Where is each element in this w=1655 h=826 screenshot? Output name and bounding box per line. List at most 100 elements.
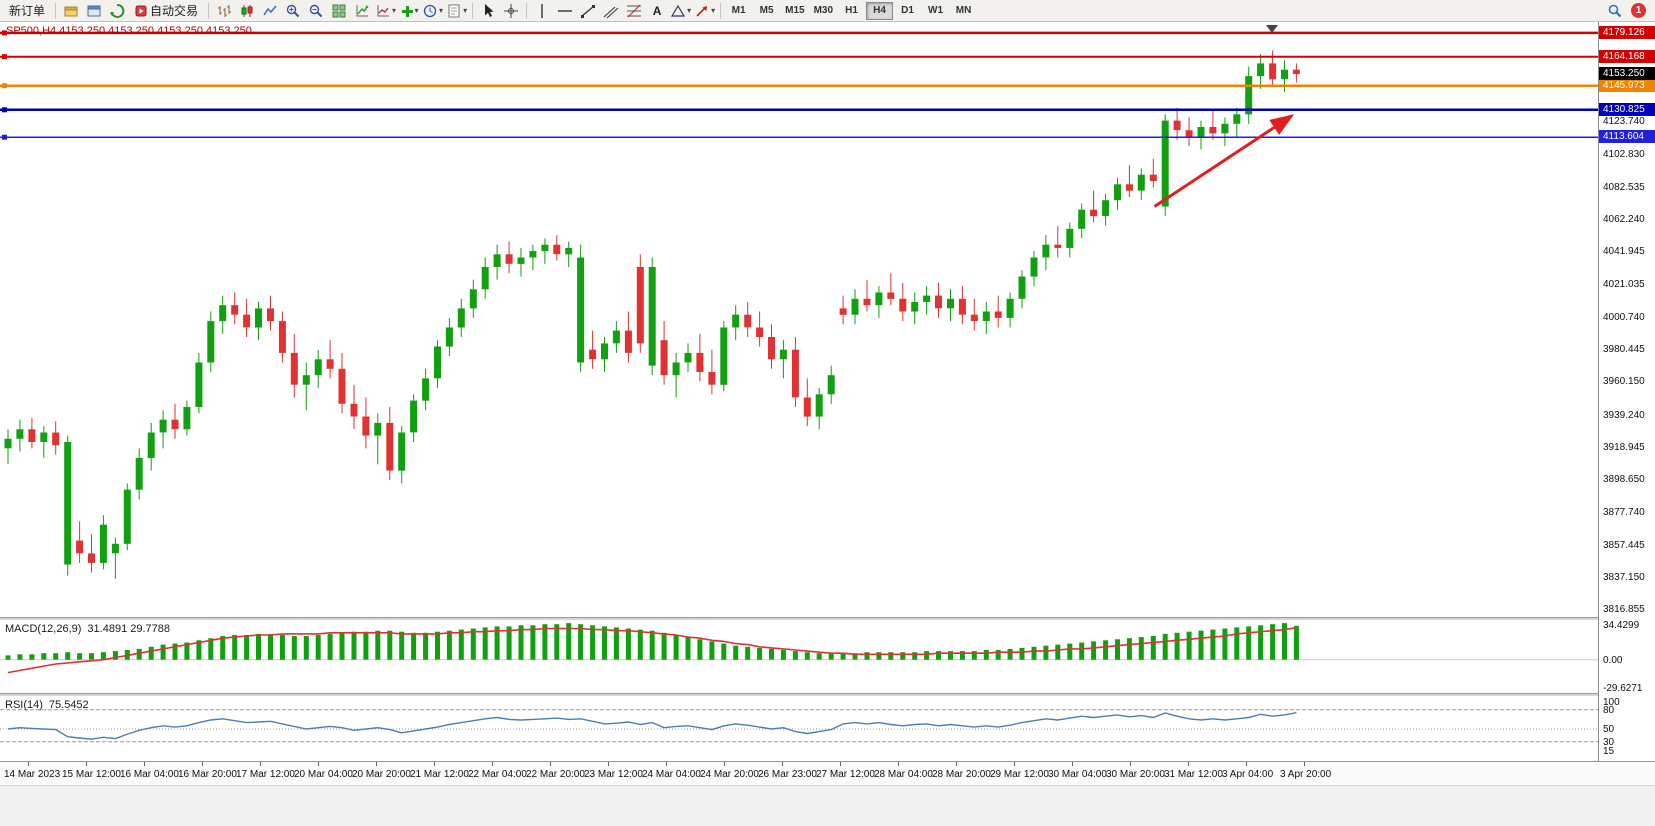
rsi-panel[interactable] bbox=[0, 697, 1598, 761]
macd-values: 31.4891 29.7788 bbox=[87, 623, 171, 635]
macd-bar bbox=[1293, 625, 1299, 660]
horizontal-line-icon bbox=[558, 9, 573, 12]
horizontal-price-lines[interactable] bbox=[0, 30, 1598, 140]
autotrading-button[interactable]: 自动交易 bbox=[129, 1, 204, 21]
macd-histogram bbox=[5, 623, 1299, 660]
timeframe-mn[interactable]: MN bbox=[955, 5, 972, 16]
timeframe-m5[interactable]: M5 bbox=[759, 5, 774, 16]
horizontal-line-button[interactable] bbox=[554, 1, 576, 21]
periods-button[interactable]: ▾ bbox=[421, 1, 444, 21]
candle-body bbox=[505, 254, 513, 264]
macd-bar bbox=[351, 631, 357, 660]
data-window-button[interactable] bbox=[83, 1, 105, 21]
main-chart-panel[interactable] bbox=[0, 22, 1598, 617]
timeframe-m1[interactable]: M1 bbox=[731, 5, 746, 16]
candle-body bbox=[1114, 184, 1121, 201]
fibonacci-button[interactable] bbox=[623, 1, 645, 21]
add-chart-button[interactable]: ▾ bbox=[398, 1, 420, 21]
candlestick-chart-button[interactable] bbox=[236, 1, 258, 21]
candle-body bbox=[1245, 76, 1253, 115]
trend-arrow[interactable] bbox=[1153, 114, 1295, 208]
macd-bar bbox=[327, 633, 333, 660]
macd-bar bbox=[112, 651, 118, 660]
line-chart-button[interactable] bbox=[259, 1, 281, 21]
macd-bar bbox=[89, 653, 94, 660]
line-handle[interactable] bbox=[2, 30, 7, 36]
crosshair-button[interactable] bbox=[500, 1, 522, 21]
timeframe-w1[interactable]: W1 bbox=[928, 5, 944, 16]
time-tick bbox=[898, 762, 899, 766]
zoom-in-icon bbox=[286, 4, 300, 17]
chart-ohlc-title: SP500,H4 4153.250 4153.250 4153.250 4153… bbox=[6, 25, 252, 37]
macd-bar bbox=[1162, 633, 1168, 660]
zoom-out-button[interactable] bbox=[305, 1, 327, 21]
vertical-line-button[interactable] bbox=[531, 1, 553, 21]
candle-body bbox=[1292, 69, 1300, 75]
bar-chart-icon bbox=[218, 4, 232, 17]
candle-body bbox=[899, 298, 907, 312]
shapes-button[interactable]: ▾ bbox=[669, 1, 692, 21]
macd-panel[interactable] bbox=[0, 621, 1598, 693]
indicators-button[interactable] bbox=[351, 1, 373, 21]
zoom-in-button[interactable] bbox=[282, 1, 304, 21]
macd-bar bbox=[1282, 623, 1287, 660]
trendline-button[interactable] bbox=[577, 1, 599, 21]
candle-body bbox=[40, 432, 48, 442]
price-grid-label: 4082.535 bbox=[1603, 181, 1645, 193]
caret-icon: ▾ bbox=[392, 5, 397, 15]
macd-bar bbox=[41, 653, 47, 660]
arrows-tool-button[interactable]: ▾ bbox=[693, 1, 716, 21]
caret-icon: ▾ bbox=[711, 5, 716, 15]
line-handle[interactable] bbox=[2, 54, 7, 60]
notification-badge[interactable]: 1 bbox=[1631, 3, 1646, 18]
time-label: 15 Mar 12:00 bbox=[62, 769, 121, 780]
macd-bar bbox=[100, 652, 106, 660]
macd-bar bbox=[375, 630, 381, 660]
tile-windows-button[interactable] bbox=[328, 1, 350, 21]
candle-body bbox=[601, 343, 608, 360]
macd-bar bbox=[53, 653, 59, 660]
chart-shift-marker[interactable] bbox=[1266, 25, 1278, 33]
toolbar-separator bbox=[208, 2, 210, 19]
bar-chart-button[interactable] bbox=[213, 1, 235, 21]
line-handle[interactable] bbox=[2, 83, 7, 89]
search-icon bbox=[1608, 4, 1622, 17]
timeframe-m30[interactable]: M30 bbox=[813, 5, 834, 16]
candle-body bbox=[636, 267, 644, 344]
panel-splitter[interactable] bbox=[0, 693, 1655, 697]
macd-bar bbox=[303, 636, 309, 660]
timeframe-h1[interactable]: H1 bbox=[845, 5, 858, 16]
search-button[interactable] bbox=[1604, 1, 1626, 21]
channel-button[interactable] bbox=[600, 1, 622, 21]
cursor-button[interactable] bbox=[477, 1, 499, 21]
price-grid-label: 4000.740 bbox=[1603, 311, 1645, 323]
market-watch-button[interactable] bbox=[60, 1, 82, 21]
timeframe-m15[interactable]: M15 bbox=[785, 5, 805, 16]
line-handle[interactable] bbox=[2, 107, 7, 113]
timeframe-h4[interactable]: H4 bbox=[866, 1, 894, 20]
panel-splitter[interactable] bbox=[0, 617, 1655, 621]
templates-button[interactable]: ▾ bbox=[445, 1, 468, 21]
price-scale[interactable]: 4123.740 4102.830 4082.535 4062.240 4041.945… bbox=[1598, 22, 1655, 761]
candle-body bbox=[374, 422, 382, 436]
time-tick bbox=[86, 762, 87, 766]
candle-body bbox=[290, 352, 298, 385]
candle-body bbox=[481, 267, 489, 290]
time-axis[interactable]: 14 Mar 2023 15 Mar 12:00 16 Mar 04:00 16 Ma… bbox=[0, 761, 1655, 785]
arrows-tool-icon bbox=[696, 5, 708, 17]
indicator-list-button[interactable]: ▾ bbox=[374, 1, 397, 21]
new-order-button[interactable]: 新订单 bbox=[9, 4, 46, 18]
time-tick bbox=[724, 762, 725, 766]
macd-bar bbox=[1019, 647, 1025, 660]
candle-body bbox=[123, 489, 131, 544]
candle-body bbox=[672, 362, 680, 376]
line-handle[interactable] bbox=[2, 134, 7, 140]
candle-body bbox=[493, 254, 501, 267]
refresh-button[interactable] bbox=[106, 1, 128, 21]
text-tool-button[interactable]: A bbox=[646, 1, 668, 21]
time-label: 16 Mar 04:00 bbox=[120, 769, 179, 780]
time-tick bbox=[1130, 762, 1131, 766]
time-tick bbox=[1014, 762, 1015, 766]
candle-body bbox=[88, 553, 95, 563]
timeframe-d1[interactable]: D1 bbox=[901, 5, 914, 16]
